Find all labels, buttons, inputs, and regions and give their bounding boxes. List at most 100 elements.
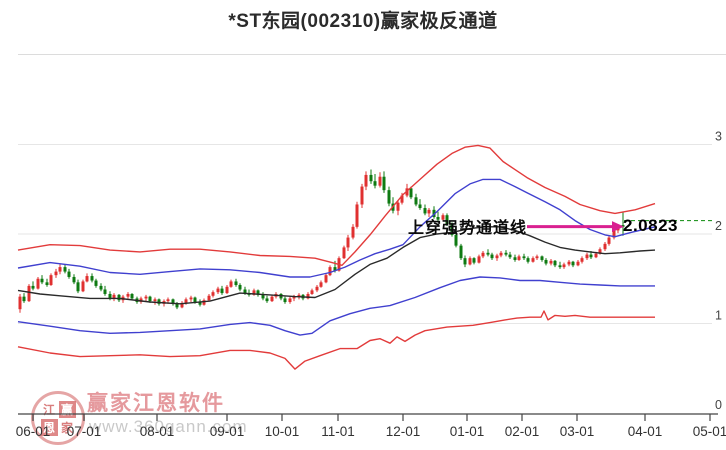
candle-body	[76, 282, 80, 292]
candle-body	[346, 237, 350, 248]
candle-body	[373, 181, 377, 186]
candle-body	[342, 247, 346, 259]
candle-body	[486, 252, 490, 255]
candle-body	[562, 264, 566, 268]
candle-body	[481, 252, 485, 257]
candle-body	[598, 249, 602, 254]
candle-body	[333, 267, 337, 271]
candle-body	[382, 176, 386, 191]
candle-body	[238, 285, 242, 290]
candle-body	[40, 278, 44, 283]
candle-body	[297, 294, 301, 297]
y-axis-label: 3	[715, 130, 722, 144]
breakout-annotation-label: 上穿强势通道线	[408, 220, 528, 237]
candle-body	[567, 261, 571, 265]
candle-body	[360, 186, 364, 205]
candle-body	[36, 278, 40, 289]
title-separator	[18, 54, 726, 55]
candle-body	[54, 271, 58, 276]
candle-body	[292, 296, 296, 299]
channel-line-outer-resistance-red	[17, 144, 656, 266]
candle-body	[189, 297, 193, 300]
candle-body	[355, 204, 359, 227]
candle-body	[549, 260, 553, 264]
candle-body	[72, 276, 76, 283]
candle-body	[445, 215, 449, 225]
candle-body	[175, 303, 179, 308]
candle-body	[315, 286, 319, 291]
x-axis-label: 04-01	[628, 424, 663, 439]
candle-body	[594, 253, 598, 258]
candle-body	[454, 234, 458, 246]
candle-body	[508, 254, 512, 258]
y-axis-label: 0	[715, 398, 722, 412]
candle-body	[184, 299, 188, 303]
x-axis-label: 02-01	[505, 424, 540, 439]
candle-body	[378, 176, 382, 186]
candle-body	[153, 299, 157, 302]
candle-body	[418, 204, 422, 209]
candle-body	[364, 174, 368, 187]
candle-body	[603, 243, 607, 250]
candle-body	[324, 275, 328, 283]
candle-body	[580, 258, 584, 262]
candle-body	[130, 293, 134, 299]
x-axis-label: 05-01	[693, 424, 726, 439]
candle-body	[621, 225, 625, 227]
x-axis-label: 09-01	[210, 424, 245, 439]
candle-body	[216, 288, 220, 293]
candle-body	[283, 298, 287, 303]
watermark-site-url: www.360gann.com	[89, 417, 248, 436]
candle-body	[571, 261, 575, 266]
candle-body	[144, 296, 148, 299]
candle-body	[157, 299, 161, 304]
candle-body	[49, 275, 53, 286]
x-axis-label: 11-01	[321, 424, 355, 439]
candle-body	[409, 188, 413, 198]
candle-body	[270, 296, 274, 302]
candle-body	[202, 300, 206, 305]
candle-body	[229, 281, 233, 287]
candle-body	[504, 252, 508, 255]
candle-body	[423, 208, 427, 214]
seal-char-jiang: 江	[40, 400, 58, 418]
candle-body	[436, 216, 440, 220]
candle-body	[220, 288, 224, 294]
candle-body	[468, 258, 472, 265]
candle-body	[328, 267, 332, 276]
candle-body	[526, 258, 530, 262]
candle-body	[540, 256, 544, 260]
candle-body	[612, 230, 616, 238]
candle-body	[450, 224, 454, 235]
candle-body	[207, 295, 211, 301]
candle-body	[499, 252, 503, 256]
chart-title: *ST东园(002310)赢家极反通道	[228, 11, 498, 32]
candle-body	[459, 245, 463, 259]
candle-body	[94, 280, 98, 286]
candle-body	[171, 299, 175, 304]
x-axis-label: 01-01	[450, 424, 485, 439]
candle-body	[414, 197, 418, 205]
candle-body	[81, 281, 85, 292]
breakout-arrow-head	[612, 221, 624, 233]
x-axis-label: 12-01	[386, 424, 421, 439]
candle-body	[18, 296, 22, 310]
candle-body	[117, 294, 121, 301]
candle-body	[148, 296, 152, 302]
candle-body	[553, 260, 557, 266]
x-axis-label: 07-01	[67, 424, 102, 439]
candle-body	[288, 298, 292, 303]
candle-body	[112, 294, 116, 299]
candle-body	[517, 256, 521, 260]
candle-body	[607, 237, 611, 244]
candle-body	[310, 290, 314, 294]
candle-body	[387, 190, 391, 204]
watermark-brand-text: 赢家江恩软件	[87, 392, 225, 415]
candle-body	[351, 226, 355, 238]
candle-body	[27, 285, 31, 302]
seal-char-ying: 赢	[58, 400, 76, 418]
candle-body	[252, 290, 256, 295]
candle-body	[85, 276, 89, 282]
candle-body	[576, 261, 580, 266]
